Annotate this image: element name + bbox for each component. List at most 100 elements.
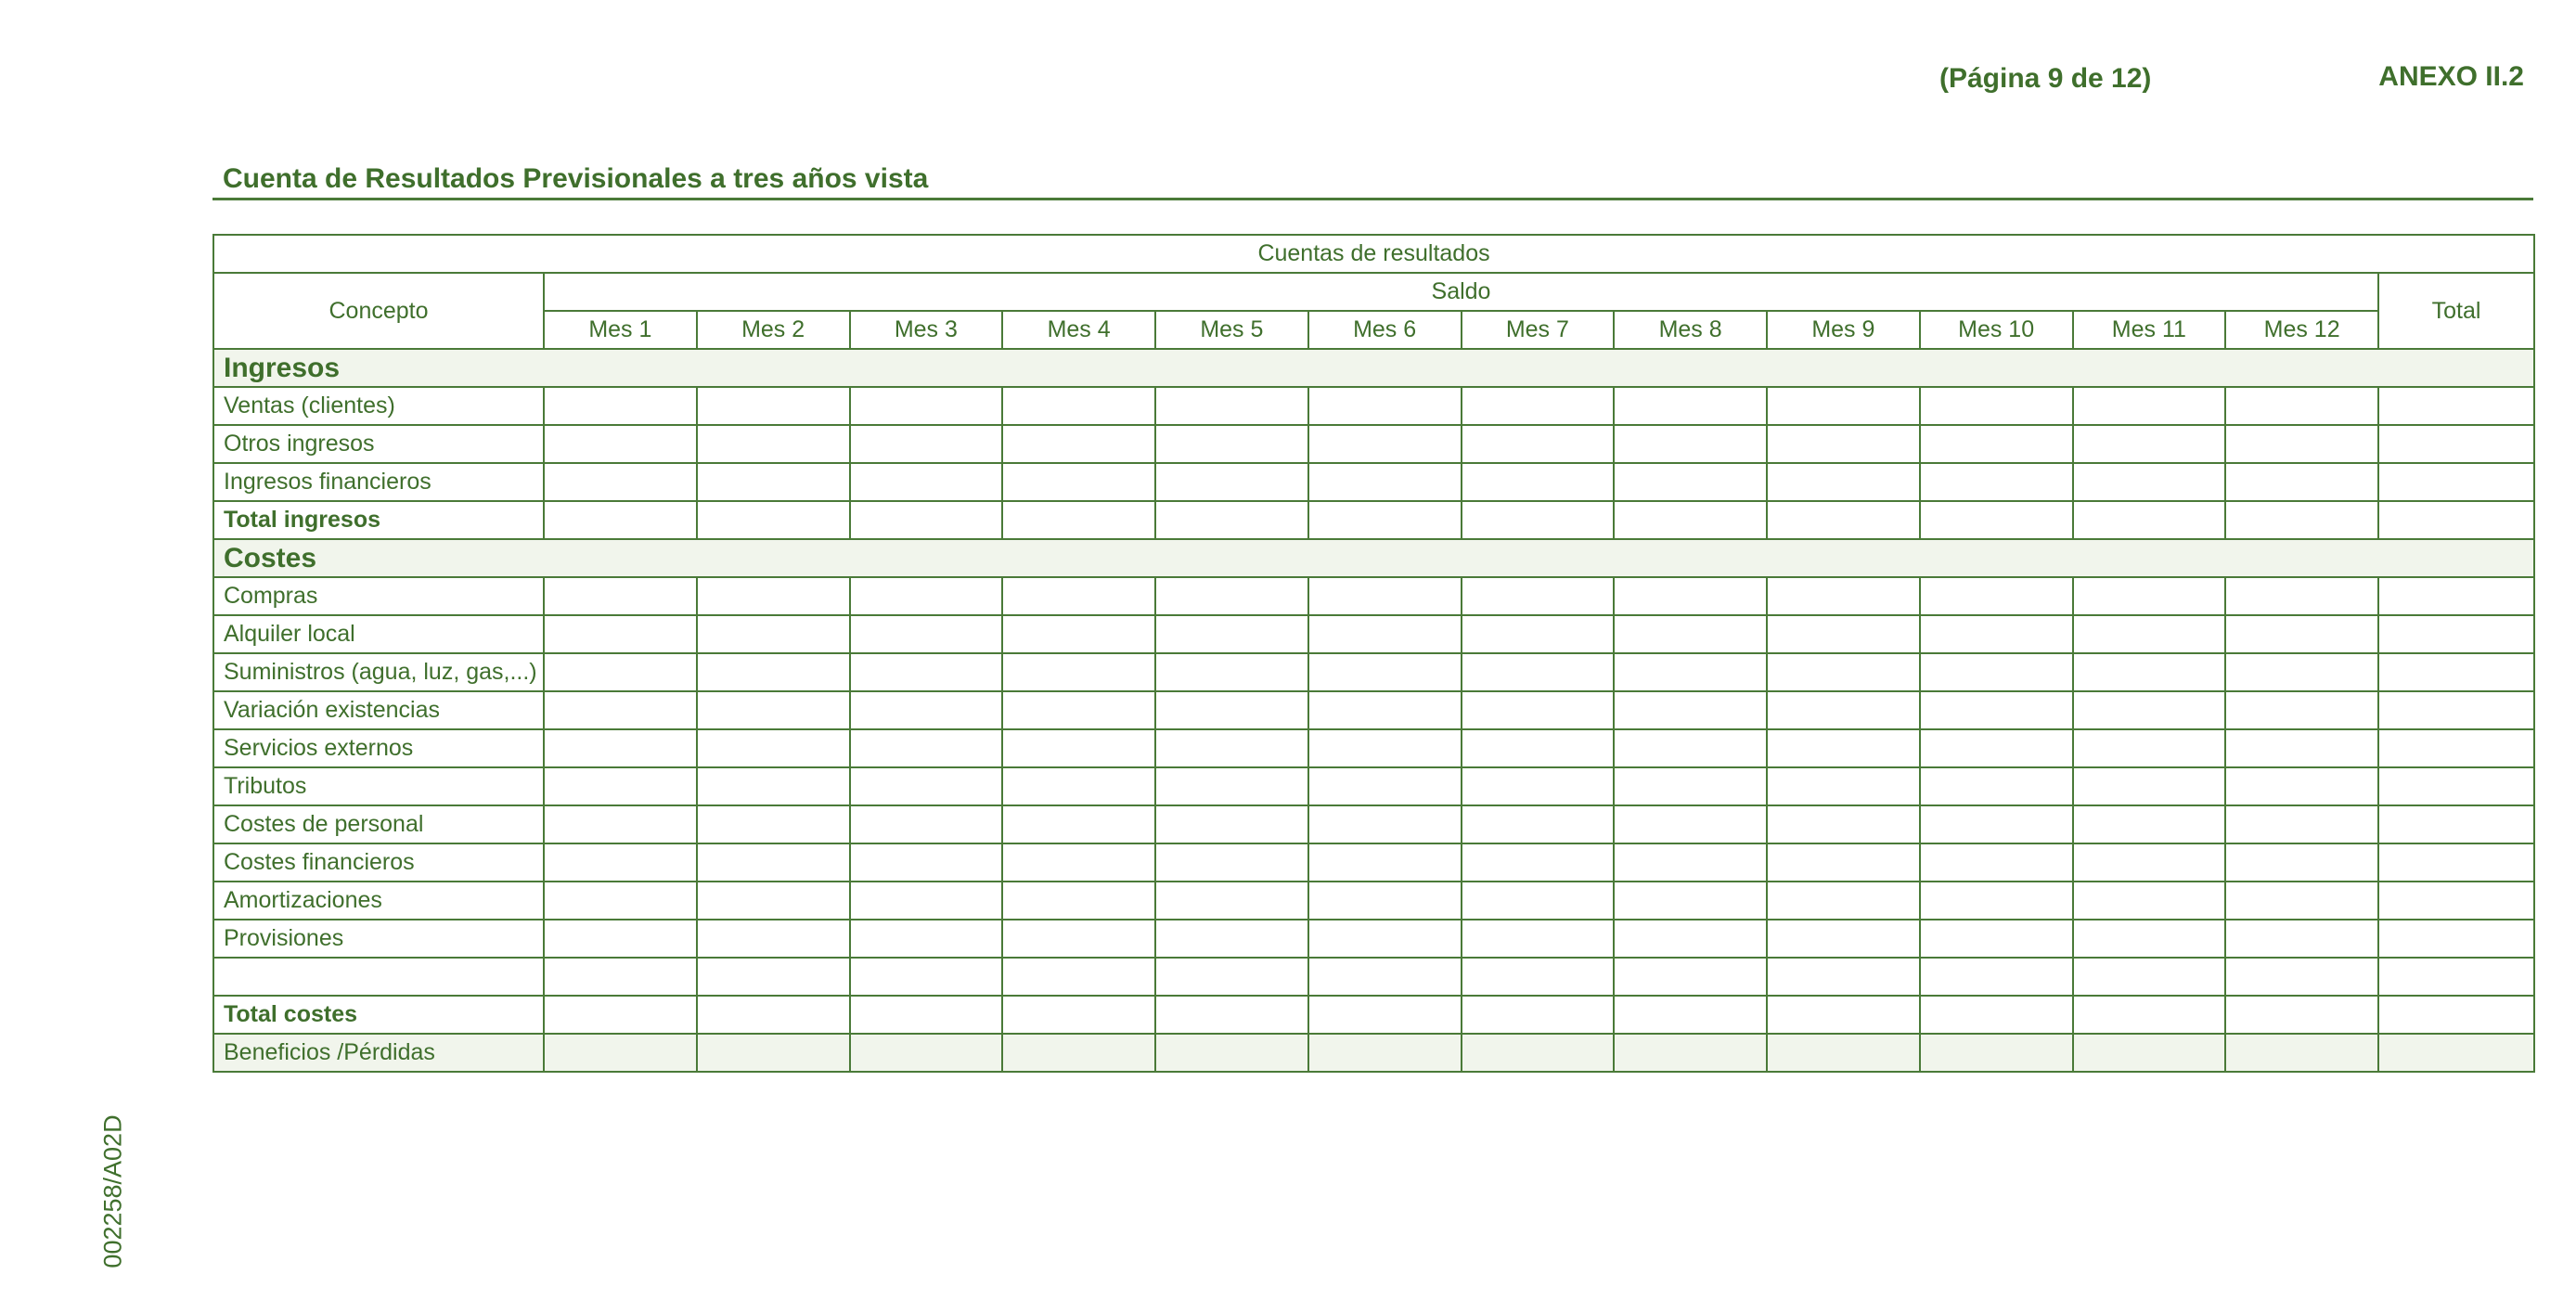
value-cell [848,424,1004,464]
month-header: Mes 3 [848,310,1004,350]
value-cell [1460,728,1616,768]
value-cell [2071,805,2227,844]
header-row: Concepto Saldo Total [213,272,2536,350]
value-cell [2071,728,2227,768]
saldo-header: Saldo [543,272,2379,312]
value-cell [2224,690,2379,730]
value-cell [1001,500,1156,540]
value-cell [1154,843,1309,882]
value-cell [848,843,1004,882]
value-cell [848,614,1004,654]
value-cell [2376,614,2536,654]
row-label: Suministros (agua, luz, gas,...) [213,652,545,692]
value-cell [1307,462,1462,502]
value-cell [1460,1033,1616,1073]
value-cell [1766,957,1921,997]
value-cell [1154,614,1309,654]
value-cell [2071,766,2227,806]
value-cell [1766,614,1921,654]
value-cell [1460,386,1616,426]
value-cell [543,957,698,997]
table-row: Amortizaciones [213,881,2536,920]
months-row: Mes 1 Mes 2 Mes 3 Mes 4 Mes 5 Mes 6 Mes 7 Mes 8… [213,310,2534,350]
value-cell [2376,690,2536,730]
value-cell [2376,995,2536,1035]
value-cell [543,766,698,806]
total-header: Total [2376,272,2536,350]
value-cell [1307,805,1462,844]
value-cell [695,843,851,882]
value-cell [2071,843,2227,882]
value-cell [695,1033,851,1073]
value-cell [848,690,1004,730]
value-cell [695,995,851,1035]
value-cell [2071,957,2227,997]
value-cell [1307,500,1462,540]
row-label: Beneficios /Pérdidas [213,1033,545,1073]
value-cell [695,919,851,959]
value-cell [2071,690,2227,730]
value-cell [2224,386,2379,426]
value-cell [1307,690,1462,730]
value-cell [1613,995,1768,1035]
value-cell [1918,1033,2074,1073]
value-cell [1918,462,2074,502]
month-header: Mes 11 [2071,310,2227,350]
value-cell [1613,462,1768,502]
value-cell [543,576,698,616]
title: Cuenta de Resultados Previsionales a tre… [223,163,929,194]
value-cell [2376,386,2536,426]
value-cell [1001,805,1156,844]
concept-header: Concepto [213,272,545,350]
value-cell [543,728,698,768]
value-cell [1001,881,1156,920]
value-cell [848,957,1004,997]
value-cell [848,386,1004,426]
value-cell [2376,500,2536,540]
value-cell [1766,576,1921,616]
value-cell [1001,462,1156,502]
value-cell [1613,690,1768,730]
row-label: Otros ingresos [213,424,545,464]
value-cell [1613,386,1768,426]
value-cell [2376,1033,2536,1073]
table-head: Cuentas de resultados Concepto Saldo Tot… [212,234,2536,350]
value-cell [1766,652,1921,692]
value-cell [848,500,1004,540]
value-cell [1307,652,1462,692]
value-cell [695,386,851,426]
value-cell [1460,576,1616,616]
value-cell [1460,652,1616,692]
row-label: Ingresos financieros [213,462,545,502]
value-cell [1613,766,1768,806]
table-row: Servicios externos [213,728,2536,768]
value-cell [1154,462,1309,502]
value-cell [1613,805,1768,844]
value-cell [543,995,698,1035]
value-cell [1460,805,1616,844]
value-cell [1613,843,1768,882]
month-header: Mes 1 [543,310,698,350]
table-row: Costes de personal [213,805,2536,844]
table-row: Tributos [213,766,2536,806]
value-cell [2071,424,2227,464]
value-cell [1766,805,1921,844]
group-header: Cuentas de resultados [212,234,2536,274]
value-cell [1460,919,1616,959]
value-cell [2224,614,2379,654]
value-cell [2071,614,2227,654]
value-cell [1154,995,1309,1035]
value-cell [2224,576,2379,616]
value-cell [1460,881,1616,920]
value-cell [848,995,1004,1035]
value-cell [2224,728,2379,768]
value-cell [1918,690,2074,730]
value-cell [1154,652,1309,692]
value-cell [1307,919,1462,959]
value-cell [2071,1033,2227,1073]
row-label: Alquiler local [213,614,545,654]
value-cell [2376,576,2536,616]
month-header: Mes 7 [1460,310,1616,350]
page-number: (Página 9 de 12) [1939,63,2152,94]
value-cell [1001,1033,1156,1073]
